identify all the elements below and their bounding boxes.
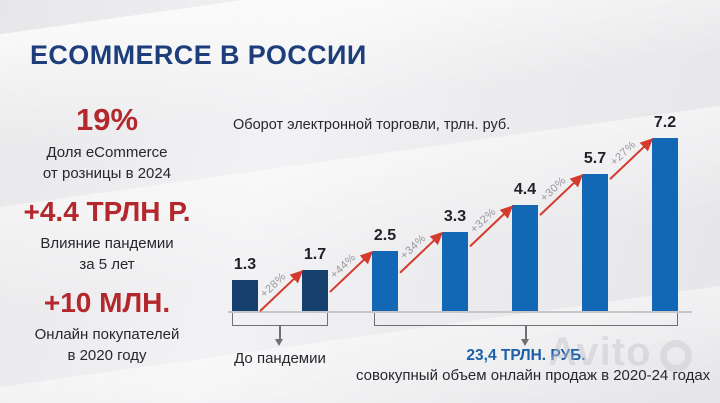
growth-percent-label: +28% <box>258 271 288 301</box>
stat-ecommerce-share: 19% Доля eCommerce от розницы в 2024 <box>12 102 202 184</box>
bar <box>442 231 468 311</box>
bar-value-label: 4.4 <box>513 181 537 199</box>
stat-caption: Онлайн покупателей в 2020 году <box>34 325 180 364</box>
bar-value-label: 5.7 <box>583 150 607 168</box>
growth-arrows-layer: +28% +44% +34% +32% +30% +27% <box>258 138 654 312</box>
bracket-pre-pandemic <box>232 313 328 326</box>
page-title: ECOMMERCE В РОССИИ <box>30 40 367 70</box>
bar <box>512 205 538 311</box>
stat-value: +10 МЛН. <box>43 287 171 318</box>
growth-percent-label: +34% <box>398 232 428 262</box>
pre-pandemic-label: До пандемии <box>234 350 326 367</box>
growth-percent-label: +27% <box>608 139 638 169</box>
bar-value-label: 2.5 <box>373 227 397 244</box>
bar-value-label: 1.3 <box>233 255 257 273</box>
bracket-stem <box>279 326 281 339</box>
growth-arrow <box>539 174 584 216</box>
stat-online-buyers: +10 МЛН. Онлайн покупателей в 2020 году <box>12 287 202 366</box>
growth-arrow <box>469 205 514 248</box>
total-sales-caption: совокупный объем онлайн продаж в 2020-24… <box>356 367 711 384</box>
chart-title: Оборот электронной торговли, трлн. руб. <box>233 117 511 133</box>
stat-caption: Доля eCommerce от розницы в 2024 <box>42 144 172 183</box>
stat-value: 19% <box>75 102 139 137</box>
bar <box>372 251 398 311</box>
bar <box>582 174 608 311</box>
bar <box>652 138 678 311</box>
bracket-stem <box>525 326 527 339</box>
growth-percent-label: +30% <box>538 175 568 205</box>
bar-value-label: 3.3 <box>443 207 467 225</box>
arrow-down-icon <box>275 339 283 346</box>
stat-caption: Влияние пандемии за 5 лет <box>40 234 174 273</box>
growth-percent-label: +32% <box>468 206 498 236</box>
growth-percent-label: +44% <box>328 251 358 281</box>
stat-pandemic-impact: +4.4 ТРЛН Р. Влияние пандемии за 5 лет <box>12 196 202 275</box>
arrow-down-icon <box>521 339 529 346</box>
growth-arrow <box>329 250 374 293</box>
growth-arrow <box>259 270 304 312</box>
bar-value-label: 7.2 <box>653 114 677 132</box>
stat-value: +4.4 ТРЛН Р. <box>23 196 191 227</box>
growth-arrow <box>399 231 444 274</box>
bar-plot: 1.3 1.7 2.5 3.3 4.4 5.7 7.2 +28% +44% +34% +32% +30… <box>228 114 692 313</box>
growth-arrow <box>609 138 654 180</box>
bar <box>302 270 328 311</box>
total-sales-value: 23,4 ТРЛН. РУБ. <box>466 347 586 364</box>
bar-value-label: 1.7 <box>303 246 327 264</box>
bar <box>232 279 258 311</box>
bracket-total <box>374 313 678 326</box>
